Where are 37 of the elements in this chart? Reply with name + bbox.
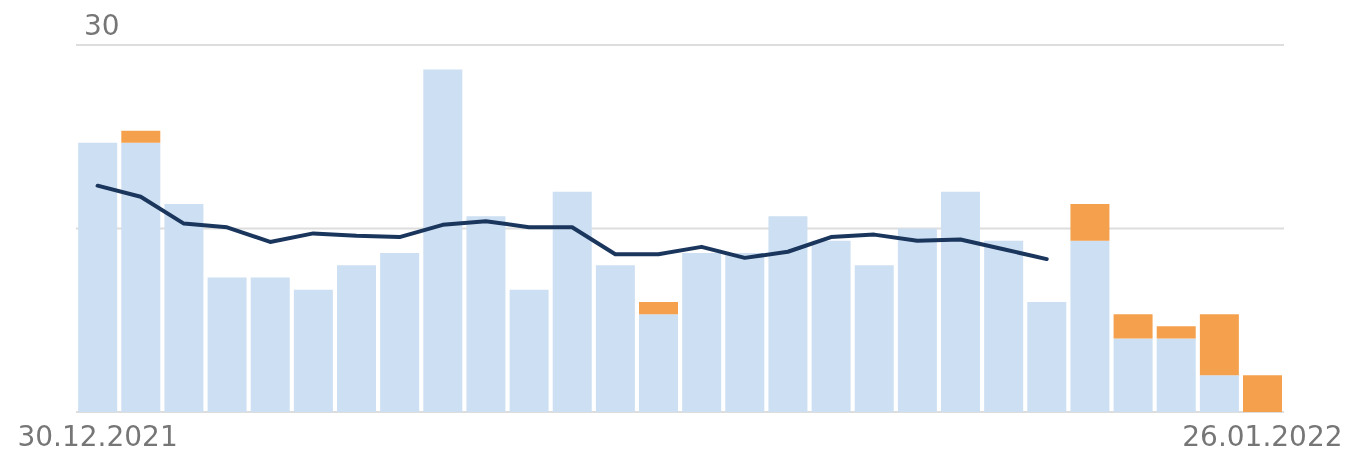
x-tick-label: 26.01.2022 bbox=[1182, 420, 1343, 453]
bar bbox=[1156, 338, 1196, 412]
bar bbox=[337, 265, 377, 412]
bar bbox=[768, 216, 808, 412]
bar bbox=[1199, 314, 1239, 376]
bar bbox=[1113, 314, 1153, 339]
bar bbox=[1156, 326, 1196, 339]
bar bbox=[207, 277, 247, 412]
bar bbox=[1070, 240, 1110, 412]
bar bbox=[121, 130, 161, 143]
bar bbox=[811, 240, 851, 412]
bar bbox=[293, 289, 333, 412]
bar bbox=[639, 301, 679, 315]
bar bbox=[595, 265, 635, 412]
bar bbox=[509, 289, 549, 412]
bar bbox=[466, 216, 506, 412]
bar bbox=[78, 142, 118, 412]
bar bbox=[121, 142, 161, 412]
bar bbox=[1070, 204, 1110, 241]
bar bbox=[639, 314, 679, 412]
x-tick-label: 30.12.2021 bbox=[17, 420, 178, 453]
bar bbox=[897, 228, 937, 412]
bar bbox=[1199, 375, 1239, 412]
bar bbox=[164, 204, 204, 412]
y-tick-label: 30 bbox=[84, 9, 120, 42]
bar bbox=[854, 265, 894, 412]
bar bbox=[380, 252, 420, 412]
bar bbox=[725, 252, 765, 412]
bar bbox=[423, 69, 463, 412]
bar bbox=[552, 191, 592, 412]
bar bbox=[1027, 301, 1067, 412]
bar bbox=[250, 277, 290, 412]
bar bbox=[1113, 338, 1153, 412]
bar bbox=[941, 191, 981, 412]
bar bbox=[984, 240, 1024, 412]
bar bbox=[1243, 375, 1283, 412]
bar bbox=[682, 252, 722, 412]
